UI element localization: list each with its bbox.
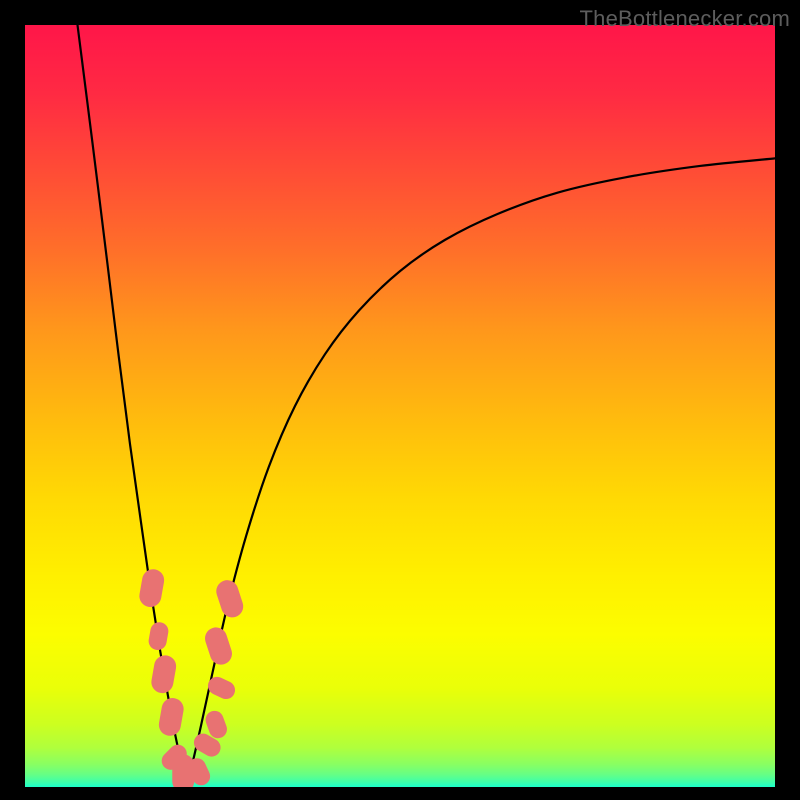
- bottleneck-notch-plot: [0, 0, 800, 800]
- chart-figure: TheBottlenecker.com: [0, 0, 800, 800]
- watermark-text: TheBottlenecker.com: [580, 6, 790, 32]
